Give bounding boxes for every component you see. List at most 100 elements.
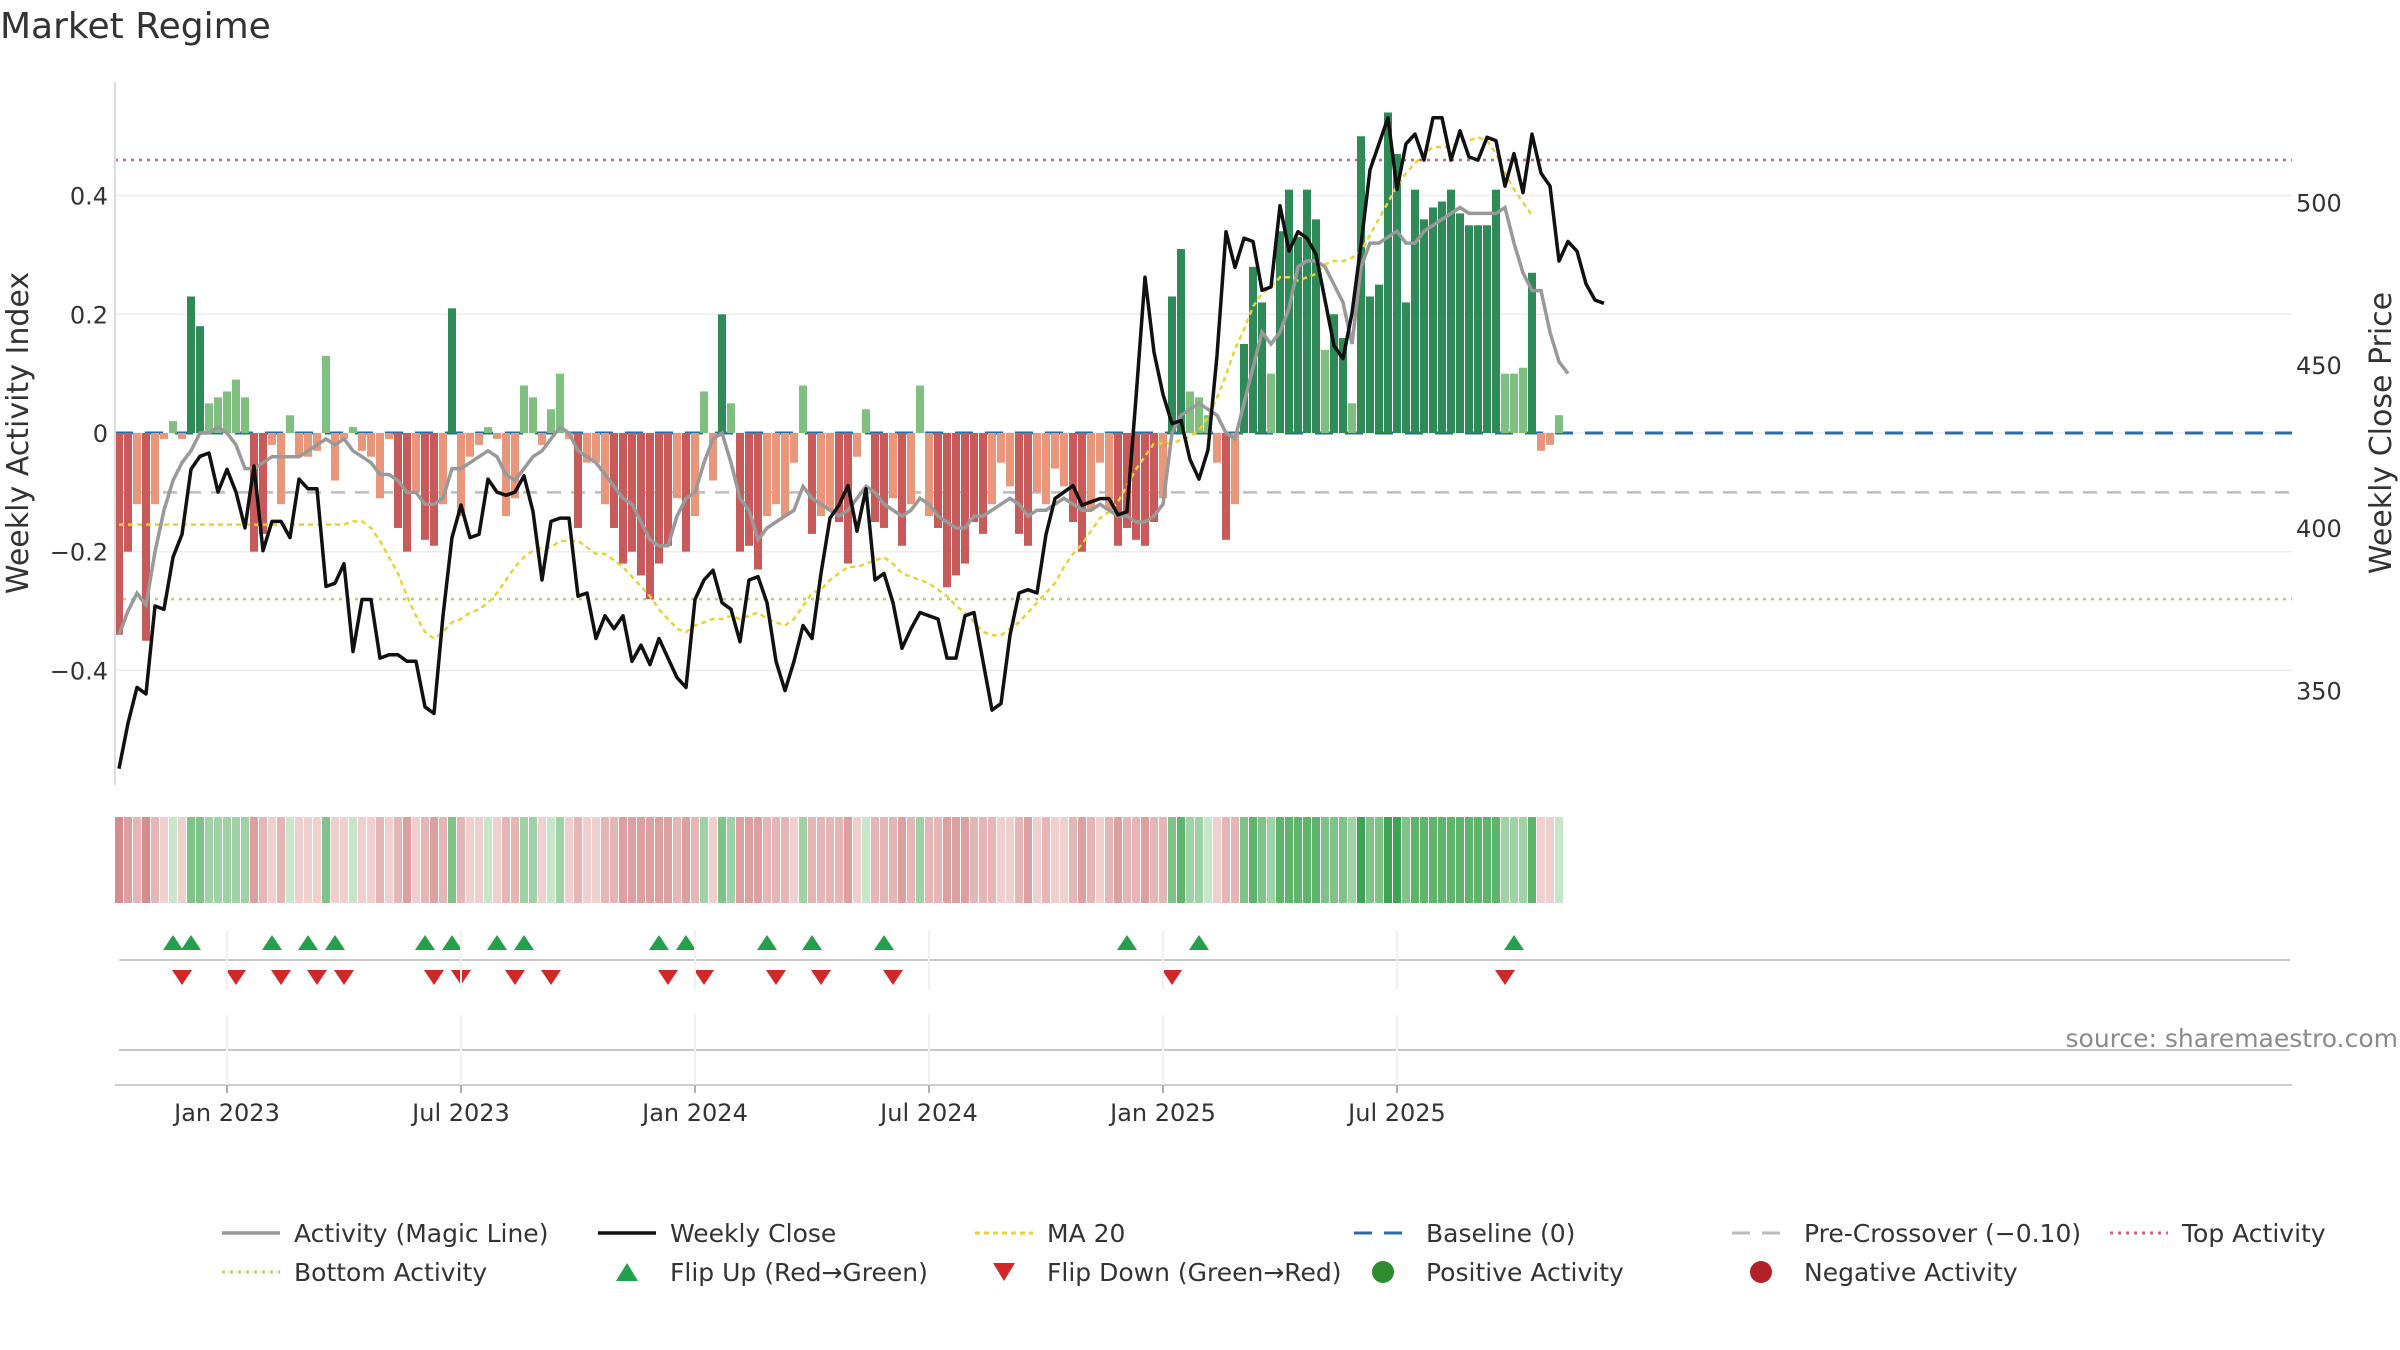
activity-bar bbox=[646, 433, 654, 600]
regime-strip-cell bbox=[1240, 817, 1248, 903]
activity-bar bbox=[1213, 433, 1221, 463]
flip-up-marker bbox=[262, 935, 282, 950]
regime-strip-cell bbox=[268, 817, 276, 903]
reference-lines bbox=[115, 158, 2292, 601]
regime-strip-cell bbox=[1393, 817, 1401, 903]
regime-strip-cell bbox=[1051, 817, 1059, 903]
activity-bar bbox=[1078, 433, 1086, 552]
activity-bar bbox=[1411, 189, 1419, 433]
regime-strip-cell bbox=[1024, 817, 1032, 903]
activity-bar bbox=[160, 433, 168, 439]
flip-down-marker bbox=[694, 970, 714, 985]
activity-bar bbox=[1069, 433, 1077, 523]
activity-bar bbox=[520, 385, 528, 433]
activity-bar bbox=[1366, 296, 1374, 433]
regime-strip-cell bbox=[1249, 817, 1257, 903]
regime-strip-cell bbox=[349, 817, 357, 903]
regime-strip-cell bbox=[1348, 817, 1356, 903]
regime-strip-cell bbox=[1402, 817, 1410, 903]
regime-strip-cell bbox=[421, 817, 429, 903]
regime-strip-cell bbox=[952, 817, 960, 903]
activity-bar bbox=[250, 433, 258, 552]
activity-bar bbox=[232, 379, 240, 433]
regime-strip-cell bbox=[1420, 817, 1428, 903]
activity-bar bbox=[1204, 415, 1212, 433]
activity-bar bbox=[1483, 225, 1491, 433]
activity-bar bbox=[1501, 373, 1509, 433]
regime-strip-cell bbox=[259, 817, 267, 903]
regime-strip-cell bbox=[1438, 817, 1446, 903]
activity-bar bbox=[709, 433, 717, 481]
regime-strip-cell bbox=[1330, 817, 1338, 903]
regime-strip-cell bbox=[1384, 817, 1392, 903]
activity-bar bbox=[1060, 433, 1068, 487]
regime-strip-cell bbox=[655, 817, 663, 903]
magic-line bbox=[117, 204, 1570, 636]
flip-up-marker bbox=[1189, 935, 1209, 950]
activity-bar bbox=[691, 433, 699, 517]
regime-strip-cell bbox=[151, 817, 159, 903]
regime-strip-cell bbox=[745, 817, 753, 903]
activity-bar bbox=[313, 433, 321, 451]
regime-strip-cell bbox=[556, 817, 564, 903]
activity-bar bbox=[817, 433, 825, 517]
flip-up-marker bbox=[415, 935, 435, 950]
regime-strip-cell bbox=[1375, 817, 1383, 903]
regime-strip-cell bbox=[979, 817, 987, 903]
flip-up-marker bbox=[802, 935, 822, 950]
left-y-tick-label: 0.2 bbox=[70, 301, 108, 329]
regime-strip-cell bbox=[871, 817, 879, 903]
regime-strip-cell bbox=[241, 817, 249, 903]
regime-strip-cell bbox=[1141, 817, 1149, 903]
regime-strip-cell bbox=[1213, 817, 1221, 903]
flip-down-marker bbox=[172, 970, 192, 985]
legend-label: Baseline (0) bbox=[1426, 1219, 1575, 1248]
regime-strip-cell bbox=[709, 817, 717, 903]
flip-up-marker bbox=[181, 935, 201, 950]
regime-strip-cell bbox=[448, 817, 456, 903]
x-tick-label: Jul 2024 bbox=[878, 1099, 978, 1127]
right-y-tick-label: 350 bbox=[2296, 678, 2342, 706]
activity-bar bbox=[1375, 284, 1383, 433]
legend-item: Weekly Close bbox=[598, 1219, 836, 1248]
activity-bar bbox=[682, 433, 690, 552]
activity-bar bbox=[1096, 433, 1104, 463]
legend-label: Top Activity bbox=[2181, 1219, 2326, 1248]
activity-bar bbox=[799, 385, 807, 433]
flip-up-marker bbox=[874, 935, 894, 950]
legend-item: Baseline (0) bbox=[1354, 1219, 1575, 1248]
regime-strip-cell bbox=[277, 817, 285, 903]
legend-swatch bbox=[616, 1263, 638, 1281]
series-lines bbox=[117, 116, 1605, 770]
activity-bar bbox=[1339, 338, 1347, 433]
x-axis: Jan 2023 Jul 2023 Jan 2024 Jul 2024 Jan 2025… bbox=[115, 930, 2292, 1127]
activity-bar bbox=[844, 433, 852, 564]
left-y-tick-label: −0.2 bbox=[50, 539, 108, 567]
regime-strip-cell bbox=[322, 817, 330, 903]
activity-bar bbox=[1240, 343, 1248, 433]
activity-bar bbox=[439, 433, 447, 505]
flip-up-marker bbox=[487, 935, 507, 950]
regime-strip-cell bbox=[439, 817, 447, 903]
activity-bar bbox=[934, 433, 942, 528]
activity-bar bbox=[115, 433, 123, 635]
regime-strip-cell bbox=[1528, 817, 1536, 903]
activity-bar bbox=[1015, 433, 1023, 534]
regime-strip-cell bbox=[331, 817, 339, 903]
activity-bar bbox=[772, 433, 780, 505]
regime-strip-cell bbox=[718, 817, 726, 903]
activity-bar bbox=[1447, 189, 1455, 433]
regime-strip-cell bbox=[1276, 817, 1284, 903]
regime-strip-cell bbox=[1510, 817, 1518, 903]
activity-bar bbox=[493, 433, 501, 439]
regime-strip-cell bbox=[565, 817, 573, 903]
regime-strip-cell bbox=[502, 817, 510, 903]
regime-strip-cell bbox=[1312, 817, 1320, 903]
activity-bar bbox=[1222, 433, 1230, 540]
activity-bar bbox=[1393, 154, 1401, 433]
activity-bar bbox=[1294, 237, 1302, 433]
activity-bar bbox=[259, 433, 267, 534]
activity-bar bbox=[1330, 314, 1338, 433]
regime-strip-cell bbox=[664, 817, 672, 903]
regime-strip-cell bbox=[574, 817, 582, 903]
